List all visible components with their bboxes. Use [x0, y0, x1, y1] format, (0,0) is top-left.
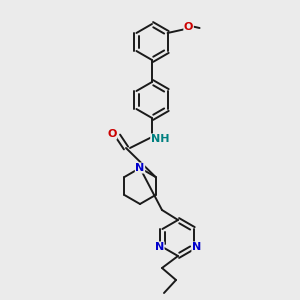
- Text: N: N: [192, 242, 201, 252]
- Text: N: N: [135, 163, 145, 173]
- Text: O: O: [107, 129, 117, 139]
- Text: O: O: [184, 22, 193, 32]
- Text: NH: NH: [151, 134, 169, 144]
- Text: N: N: [155, 242, 164, 252]
